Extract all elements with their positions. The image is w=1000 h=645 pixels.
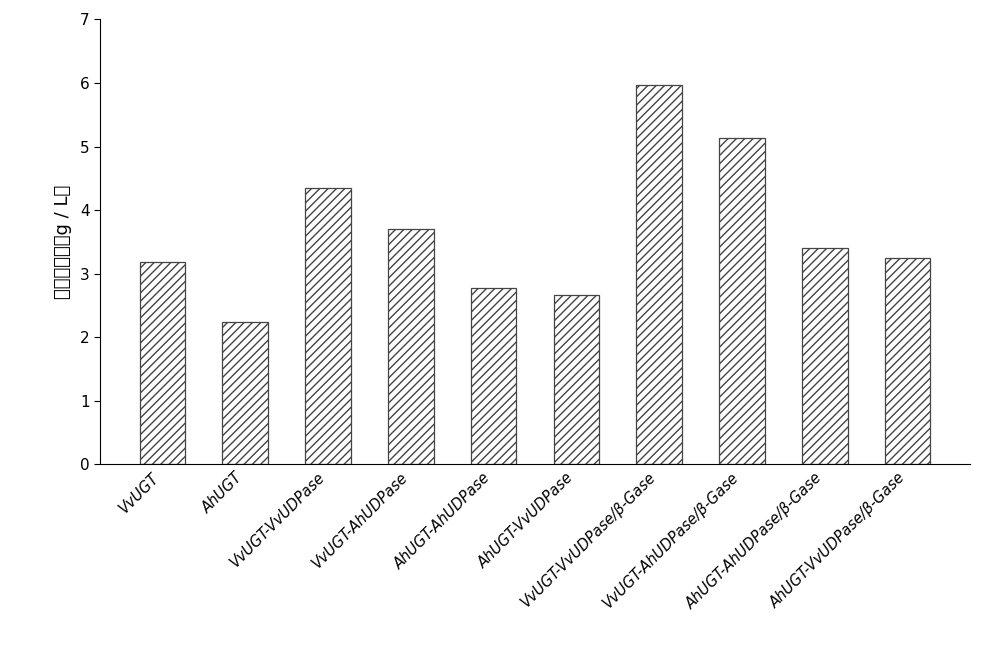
Y-axis label: 白藜芦醇苷（g / L）: 白藜芦醇苷（g / L） [54, 184, 72, 299]
Bar [554, 295, 599, 464]
Bar [636, 85, 682, 464]
Bar [719, 138, 765, 464]
Bar [802, 248, 848, 464]
Bar [222, 322, 268, 464]
Bar [471, 288, 516, 464]
Bar [140, 263, 185, 464]
Bar [388, 229, 434, 464]
Bar [885, 258, 930, 464]
Bar [305, 188, 351, 464]
